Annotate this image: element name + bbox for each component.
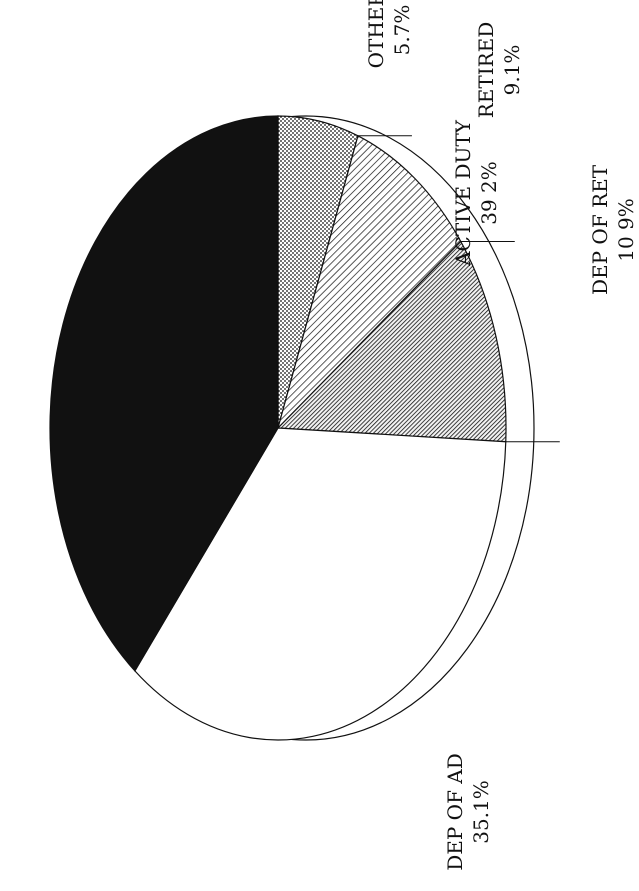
label-dep-of-ad-name: DEP OF AD xyxy=(443,753,467,871)
label-active-duty-value: 39 2% xyxy=(477,161,501,225)
label-dep-of-ad-value: 35.1% xyxy=(469,780,493,844)
pie-slice-retired xyxy=(276,134,462,431)
label-dep-of-ad: DEP OF AD 35.1% xyxy=(443,753,493,871)
label-other-value: 5.7% xyxy=(390,5,414,56)
label-dep-of-ret-value: 10 9% xyxy=(614,198,638,262)
label-retired: RETIRED 9.1% xyxy=(474,22,524,119)
pie-slice-dep-of-ad xyxy=(134,427,507,741)
pie-labels: ACTIVE DUTY 39 2% DEP OF AD 35.1% DEP OF… xyxy=(364,0,638,871)
label-retired-name: RETIRED xyxy=(474,22,498,119)
label-other-name: OTHER xyxy=(364,0,388,68)
label-dep-of-ret: DEP OF RET 10 9% xyxy=(588,164,638,295)
label-other: OTHER 5.7% xyxy=(364,0,414,68)
label-active-duty-name: ACTIVE DUTY xyxy=(451,119,475,267)
label-active-duty: ACTIVE DUTY 39 2% xyxy=(451,119,501,267)
pie-slices xyxy=(49,115,507,741)
pie-slice-active-duty xyxy=(49,115,279,672)
label-retired-value: 9.1% xyxy=(500,45,524,96)
pie-slice-dep-of-ret xyxy=(276,240,507,443)
label-dep-of-ret-name: DEP OF RET xyxy=(588,164,612,295)
